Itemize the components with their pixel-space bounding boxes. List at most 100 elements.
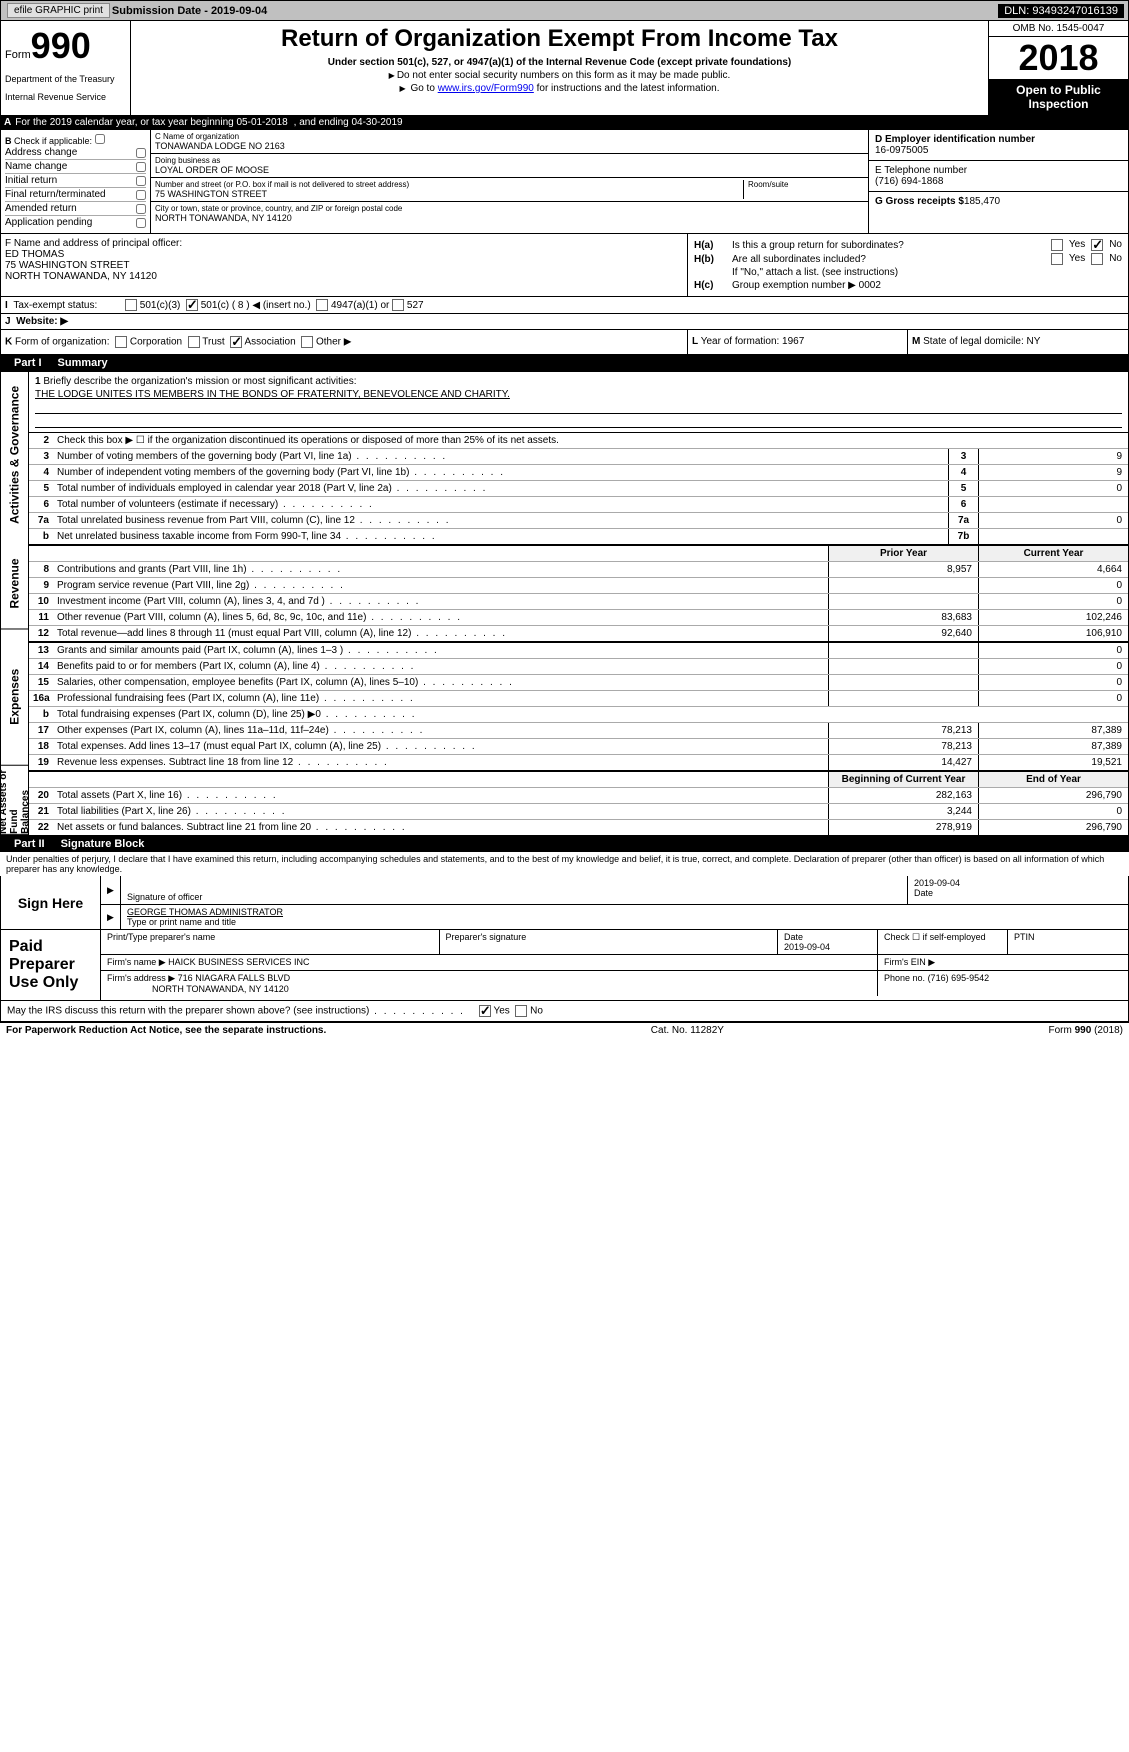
data-line: 10Investment income (Part VIII, column (…: [29, 594, 1128, 610]
initial-return: Initial return: [5, 175, 57, 186]
dba-value: LOYAL ORDER OF MOOSE: [155, 165, 864, 175]
header-center: Return of Organization Exempt From Incom…: [131, 21, 988, 115]
addr-value: 75 WASHINGTON STREET: [155, 189, 739, 199]
hc-label: H(c): [694, 280, 732, 291]
col-c: C Name of organization TONAWANDA LODGE N…: [151, 130, 868, 233]
m-text: State of legal domicile: NY: [923, 336, 1040, 347]
check-self: Check ☐ if self-employed: [878, 930, 1008, 954]
row-a-label: A: [4, 117, 11, 128]
j-label: J: [5, 316, 11, 327]
opt-527: 527: [407, 300, 424, 311]
col-f: F Name and address of principal officer:…: [1, 234, 688, 296]
opt-501c: 501(c) ( 8 ) ◀ (insert no.): [201, 300, 311, 311]
data-line: 14Benefits paid to or for members (Part …: [29, 659, 1128, 675]
name-title-label: Type or print name and title: [127, 917, 236, 927]
city-label: City or town, state or province, country…: [155, 204, 864, 213]
data-line: 8Contributions and grants (Part VIII, li…: [29, 562, 1128, 578]
cb-pending[interactable]: [136, 218, 146, 228]
efile-label: efile GRAPHIC print: [7, 3, 110, 18]
ha-yes-check[interactable]: [1051, 239, 1063, 251]
hb-no-check[interactable]: [1091, 253, 1103, 265]
form-number: 990: [31, 25, 91, 66]
ha-no-check[interactable]: [1091, 239, 1103, 251]
cb-name-change[interactable]: [136, 162, 146, 172]
cb-assoc[interactable]: [230, 336, 242, 348]
paid-preparer-label: Paid Preparer Use Only: [1, 930, 101, 1000]
cb-other[interactable]: [301, 336, 313, 348]
firm-addr2: NORTH TONAWANDA, NY 14120: [152, 984, 289, 994]
footer-mid: Cat. No. 11282Y: [651, 1025, 724, 1036]
cb-4947[interactable]: [316, 299, 328, 311]
data-line: 19Revenue less expenses. Subtract line 1…: [29, 755, 1128, 770]
cb-trust[interactable]: [188, 336, 200, 348]
data-line: 16aProfessional fundraising fees (Part I…: [29, 691, 1128, 707]
discuss-yes-check[interactable]: [479, 1005, 491, 1017]
hb-yes: Yes: [1069, 253, 1085, 265]
hc-value: 0002: [859, 280, 881, 291]
cb-501c[interactable]: [186, 299, 198, 311]
addr-cell: Number and street (or P.O. box if mail i…: [151, 178, 868, 202]
k-text: Form of organization:: [15, 337, 110, 348]
amended: Amended return: [5, 203, 77, 214]
cb-final[interactable]: [136, 190, 146, 200]
row-a: A For the 2019 calendar year, or tax yea…: [0, 116, 1129, 129]
gov-line: 7aTotal unrelated business revenue from …: [29, 513, 1128, 529]
gov-line: 5Total number of individuals employed in…: [29, 481, 1128, 497]
part1-table: Activities & Governance Revenue Expenses…: [0, 371, 1129, 836]
prep-name-label: Print/Type preparer's name: [107, 932, 215, 942]
b-label: B: [5, 136, 12, 146]
org-name: TONAWANDA LODGE NO 2163: [155, 141, 864, 151]
arrow-icon: ▶: [101, 905, 121, 929]
rot-revenue: Revenue: [1, 538, 28, 629]
form-prefix: Form: [5, 49, 31, 61]
net-header: Beginning of Current Year End of Year: [29, 770, 1128, 788]
rot-governance: Activities & Governance: [1, 372, 28, 538]
section-labels: Activities & Governance Revenue Expenses…: [1, 372, 29, 835]
gross-cell: G Gross receipts $185,470: [869, 192, 1128, 211]
sign-here-label: Sign Here: [1, 876, 101, 929]
l-label: L: [692, 336, 698, 347]
cb-initial[interactable]: [136, 176, 146, 186]
org-name-label: C Name of organization: [155, 132, 864, 141]
firm-addr-label: Firm's address ▶: [107, 973, 175, 983]
opt-assoc: Association: [245, 337, 296, 348]
discuss-no-check[interactable]: [515, 1005, 527, 1017]
data-line: 15Salaries, other compensation, employee…: [29, 675, 1128, 691]
discuss-row: May the IRS discuss this return with the…: [0, 1001, 1129, 1022]
cb-501c3[interactable]: [125, 299, 137, 311]
officer-name: ED THOMAS: [5, 249, 683, 260]
cb-527[interactable]: [392, 299, 404, 311]
officer-name-title: GEORGE THOMAS ADMINISTRATOR: [127, 907, 283, 917]
prior-year-hdr: Prior Year: [828, 546, 978, 561]
hb-no: No: [1109, 253, 1122, 265]
col-d: D Employer identification number 16-0975…: [868, 130, 1128, 233]
sign-here-row: Sign Here ▶ Signature of officer 2019-09…: [0, 876, 1129, 930]
gov-line: 3Number of voting members of the governi…: [29, 449, 1128, 465]
cb-amended[interactable]: [136, 204, 146, 214]
sig-date: 2019-09-04: [914, 878, 960, 888]
tax-year: 2018: [989, 37, 1128, 79]
opt-trust: Trust: [202, 337, 224, 348]
addr-change: Address change: [5, 147, 77, 158]
section-klm: K Form of organization: Corporation Trus…: [0, 330, 1129, 355]
current-year-hdr: Current Year: [978, 546, 1128, 561]
note-goto: Go to www.irs.gov/Form990 for instructio…: [139, 83, 980, 94]
phone-value: (716) 695-9542: [928, 973, 990, 983]
line1-num: 1: [35, 376, 41, 387]
ha-yes: Yes: [1069, 239, 1085, 251]
data-line: 9Program service revenue (Part VIII, lin…: [29, 578, 1128, 594]
data-line: bTotal fundraising expenses (Part IX, co…: [29, 707, 1128, 723]
name-change: Name change: [5, 161, 67, 172]
check-applicable[interactable]: [95, 134, 105, 144]
cb-corp[interactable]: [115, 336, 127, 348]
hb-yes-check[interactable]: [1051, 253, 1063, 265]
tel-cell: E Telephone number (716) 694-1868: [869, 161, 1128, 192]
mission-text: THE LODGE UNITES ITS MEMBERS IN THE BOND…: [35, 389, 1122, 400]
city-cell: City or town, state or province, country…: [151, 202, 868, 225]
tel-value: (716) 694-1868: [875, 176, 943, 187]
part1-label: Part I: [6, 357, 50, 369]
cb-addr-change[interactable]: [136, 148, 146, 158]
arrow-icon: ▶: [101, 876, 121, 904]
irs-link[interactable]: www.irs.gov/Form990: [438, 83, 534, 94]
ha-no: No: [1109, 239, 1122, 251]
